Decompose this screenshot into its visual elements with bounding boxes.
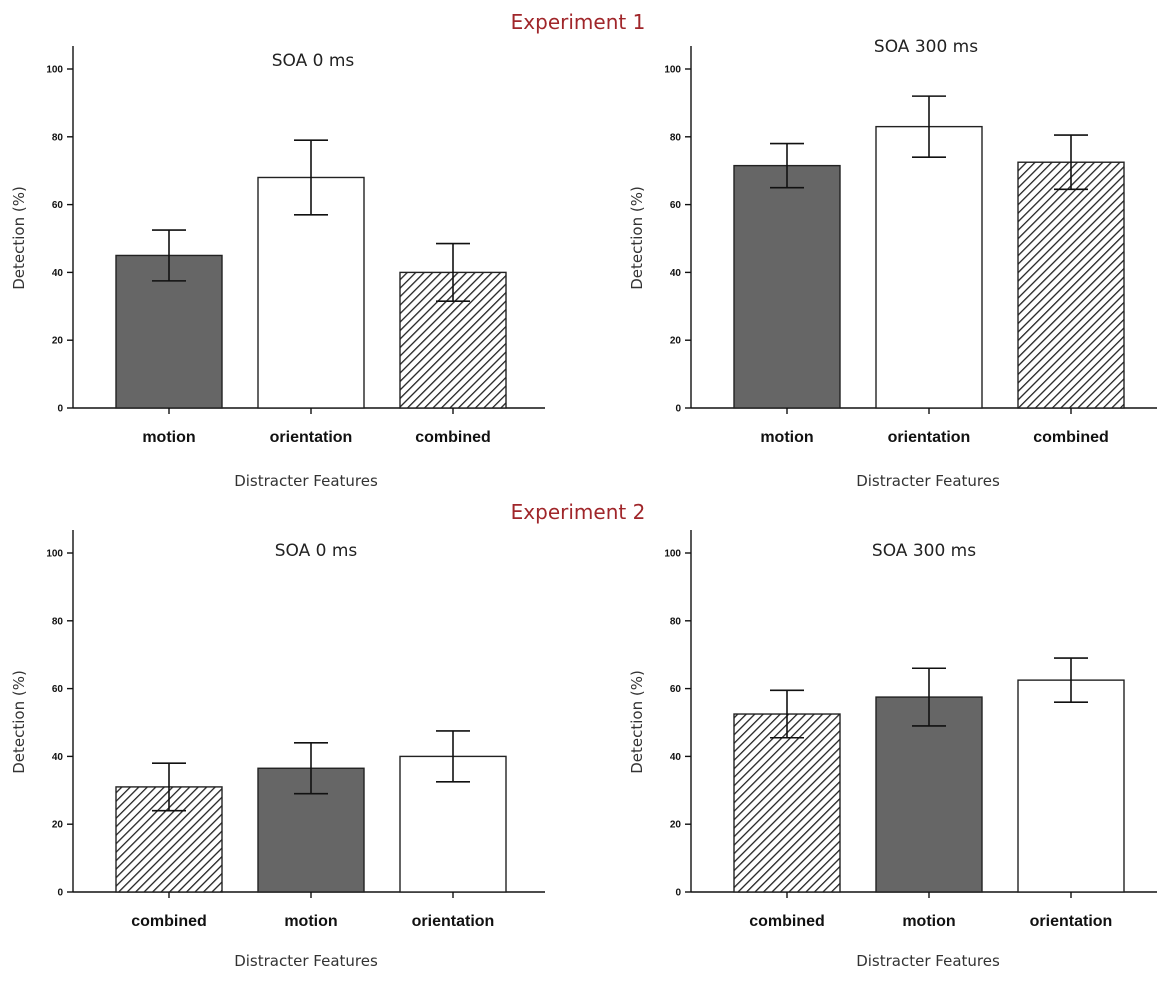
category-label-orientation: orientation <box>888 429 971 446</box>
x-axis-title: Distracter Features <box>234 952 378 970</box>
x-axis-title: Distracter Features <box>856 472 1000 490</box>
panel-title: SOA 300 ms <box>872 541 976 561</box>
y-tick-label: 80 <box>670 132 682 143</box>
y-tick-label: 60 <box>670 684 682 695</box>
y-tick-label: 20 <box>52 820 64 831</box>
y-tick-label: 0 <box>675 888 681 899</box>
category-label-orientation: orientation <box>1030 913 1113 930</box>
bar-orientation <box>1017 679 1125 893</box>
category-label-orientation: orientation <box>270 429 353 446</box>
y-tick-label: 60 <box>52 200 64 211</box>
y-tick-label: 100 <box>664 65 681 76</box>
y-tick-label: 40 <box>52 752 64 763</box>
y-tick-label: 80 <box>52 132 64 143</box>
y-axis-title: Detection (%) <box>10 670 28 774</box>
chart-panel-2: 0 20 40 60 80 100 motion orientation combined SOA… <box>628 37 1157 490</box>
experiment-2-title: Experiment 2 <box>510 500 646 524</box>
y-axis-title: Detection (%) <box>628 186 646 290</box>
y-tick-label: 80 <box>670 616 682 627</box>
bar-orientation <box>257 176 365 409</box>
y-tick-label: 0 <box>57 404 63 415</box>
category-label-combined: combined <box>1033 429 1109 446</box>
category-label-motion: motion <box>902 913 955 930</box>
y-tick-label: 0 <box>675 404 681 415</box>
bar-combined <box>1017 161 1125 409</box>
y-axis-title: Detection (%) <box>10 186 28 290</box>
chart-panel-3: 0 20 40 60 80 100 combined motion orientation SOA… <box>10 530 545 970</box>
y-tick-label: 20 <box>52 336 64 347</box>
x-axis-title: Distracter Features <box>234 472 378 490</box>
x-axis-title: Distracter Features <box>856 952 1000 970</box>
y-tick-label: 100 <box>46 65 63 76</box>
y-tick-label: 40 <box>52 268 64 279</box>
category-label-motion: motion <box>142 429 195 446</box>
y-tick-label: 0 <box>57 888 63 899</box>
bar-combined <box>733 713 841 893</box>
panel-title: SOA 0 ms <box>272 51 355 71</box>
y-tick-label: 100 <box>46 549 63 560</box>
y-tick-label: 80 <box>52 616 64 627</box>
category-label-combined: combined <box>749 913 825 930</box>
category-label-combined: combined <box>131 913 207 930</box>
bar-motion <box>733 164 841 409</box>
y-axis-title: Detection (%) <box>628 670 646 774</box>
y-tick-label: 40 <box>670 268 682 279</box>
bar-orientation <box>875 125 983 409</box>
category-label-combined: combined <box>415 429 491 446</box>
bar-combined <box>115 786 223 893</box>
category-label-motion: motion <box>284 913 337 930</box>
panel-title: SOA 300 ms <box>874 37 978 57</box>
y-tick-label: 40 <box>670 752 682 763</box>
panel-title: SOA 0 ms <box>275 541 358 561</box>
chart-panel-1: 0 20 40 60 80 100 motion orientation combined SOA… <box>10 46 545 490</box>
y-tick-label: 60 <box>670 200 682 211</box>
y-tick-label: 20 <box>670 336 682 347</box>
y-tick-label: 20 <box>670 820 682 831</box>
y-tick-label: 60 <box>52 684 64 695</box>
bar-motion <box>875 696 983 893</box>
category-label-orientation: orientation <box>412 913 495 930</box>
y-tick-label: 100 <box>664 549 681 560</box>
experiment-1-title: Experiment 1 <box>510 10 646 34</box>
chart-panel-4: 0 20 40 60 80 100 combined motion orientation SOA… <box>628 530 1157 970</box>
category-label-motion: motion <box>760 429 813 446</box>
